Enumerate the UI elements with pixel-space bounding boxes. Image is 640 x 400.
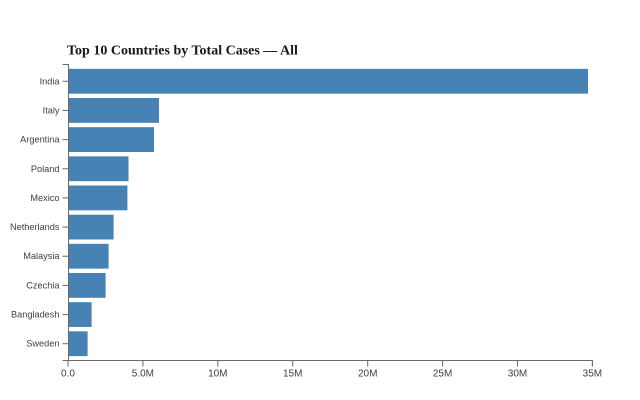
svg-text:Argentina: Argentina (20, 135, 60, 145)
svg-text:35M: 35M (583, 369, 602, 380)
svg-text:Bangladesh: Bangladesh (11, 310, 60, 320)
svg-text:Top 10 Countries by Total Case: Top 10 Countries by Total Cases — All (67, 43, 298, 58)
svg-text:Malaysia: Malaysia (23, 251, 60, 261)
svg-text:Czechia: Czechia (26, 280, 60, 290)
svg-text:Netherlands: Netherlands (10, 222, 60, 232)
svg-text:20M: 20M (358, 369, 377, 380)
svg-text:5.0M: 5.0M (132, 369, 154, 380)
svg-text:30M: 30M (508, 369, 527, 380)
svg-text:Poland: Poland (31, 164, 60, 174)
svg-text:Mexico: Mexico (30, 193, 59, 203)
svg-text:Italy: Italy (43, 105, 60, 115)
svg-text:Sweden: Sweden (26, 339, 59, 349)
svg-text:25M: 25M (433, 369, 452, 380)
svg-text:15M: 15M (283, 369, 302, 380)
svg-text:India: India (40, 76, 61, 86)
svg-text:10M: 10M (208, 369, 227, 380)
svg-text:0.0: 0.0 (61, 369, 75, 380)
